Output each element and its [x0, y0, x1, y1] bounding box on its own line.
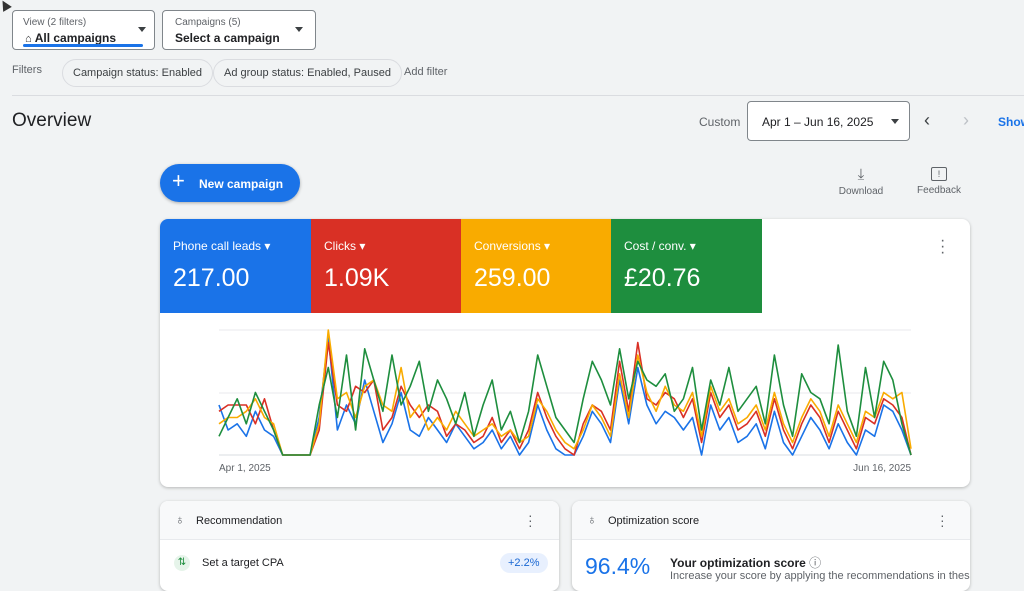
campaign-selector[interactable]: Campaigns (5) Select a campaign — [162, 10, 316, 50]
card-header — [160, 501, 559, 540]
dropdown-arrow — [891, 119, 899, 128]
series-line — [218, 341, 912, 456]
metric-name-text: Cost / conv. — [624, 239, 687, 253]
recommendation-title: Recommendation — [196, 515, 283, 527]
optimization-card: ♁ Optimization score · · · 96.4% Your opti… — [572, 501, 970, 591]
metric-name: Clicks ▾ — [324, 239, 366, 253]
series-line — [218, 329, 912, 456]
x-tick-label: Jun 16, 2025 — [853, 463, 911, 474]
campaigns-value: Select a campaign — [175, 31, 280, 45]
show-link[interactable]: Show — [998, 115, 1024, 129]
optimization-heading-text: Your optimization score — [670, 556, 806, 570]
campaigns-label: Campaigns (5) — [175, 17, 241, 28]
date-range[interactable]: Apr 1 – Jun 16, 2025 — [747, 101, 910, 141]
feedback-button[interactable]: ! Feedback — [914, 166, 964, 196]
custom-label: Custom — [699, 115, 741, 129]
metric-name-text: Clicks — [324, 239, 356, 253]
line-chart: Apr 1, 2025 Jun 16, 2025 — [218, 329, 912, 474]
new-campaign-button[interactable]: + New campaign — [160, 164, 300, 202]
filters-label: Filters — [12, 64, 42, 76]
optimization-score: 96.4% — [585, 553, 651, 579]
overview-title: Overview — [12, 110, 92, 131]
optimization-heading: Your optimization score ⓘ — [670, 556, 822, 570]
next-button[interactable]: › — [963, 110, 969, 130]
dropdown-arrow — [138, 27, 146, 36]
optimization-text: Increase your score by applying the reco… — [670, 570, 970, 582]
view-text: All campaigns — [34, 31, 117, 45]
view-label: View (2 filters) — [23, 17, 87, 28]
more-menu[interactable]: · · · — [940, 507, 945, 533]
more-menu[interactable]: · · · — [940, 232, 946, 261]
download-button[interactable]: ⤓ Download — [838, 166, 884, 197]
dropdown-arrow — [295, 27, 303, 36]
divider — [12, 95, 1024, 96]
metric-name: Phone call leads ▾ — [173, 239, 271, 253]
metric-name: Conversions ▾ — [474, 239, 551, 253]
card-header — [572, 501, 970, 540]
trend-icon: ⇅ — [174, 555, 190, 571]
metric-name-text: Conversions — [474, 239, 541, 253]
metric-tile[interactable]: Phone call leads ▾ 217.00 — [160, 219, 311, 313]
filter-chip[interactable]: Ad group status: Enabled, Paused — [213, 59, 402, 87]
bulb-icon: ♁ — [587, 512, 597, 527]
metric-name-text: Phone call leads — [173, 239, 262, 253]
recommendation-item[interactable]: Set a target CPA — [202, 557, 284, 569]
feedback-text: Feedback — [917, 185, 961, 196]
underline — [23, 44, 143, 47]
metric-value: 259.00 — [474, 264, 551, 292]
cursor — [0, 0, 12, 12]
view-selector[interactable]: View (2 filters) ⌂ All campaigns — [12, 10, 155, 50]
uplift-badge: +2.2% — [500, 553, 548, 573]
more-menu[interactable]: · · · — [528, 507, 533, 533]
filter-chip[interactable]: Campaign status: Enabled — [62, 59, 214, 87]
recommendation-card: ♁ Recommendation · · · ⇅ Set a target CPA … — [160, 501, 559, 591]
metric-value: 1.09K — [324, 264, 390, 292]
new-campaign-text: New campaign — [199, 177, 284, 191]
metric-name: Cost / conv. ▾ — [624, 239, 696, 253]
x-tick-label: Apr 1, 2025 — [219, 463, 271, 474]
metric-tile[interactable]: Conversions ▾ 259.00 — [461, 219, 612, 313]
download-text: Download — [838, 186, 884, 197]
view-value: ⌂ All campaigns — [25, 31, 117, 45]
metric-value: 217.00 — [173, 264, 250, 292]
metric-value: £20.76 — [624, 264, 701, 292]
download-icon: ⤓ — [857, 166, 865, 183]
metric-tile[interactable]: Clicks ▾ 1.09K — [311, 219, 462, 313]
add-filter[interactable]: Add filter — [404, 66, 448, 78]
date-range-text: Apr 1 – Jun 16, 2025 — [762, 115, 874, 129]
optimization-title: Optimization score — [608, 515, 700, 527]
prev-button[interactable]: ‹ — [924, 110, 930, 130]
metric-tile[interactable]: Cost / conv. ▾ £20.76 — [611, 219, 762, 313]
series-line — [218, 344, 912, 456]
bulb-icon: ♁ — [175, 512, 185, 527]
feedback-icon: ! — [931, 167, 947, 181]
plus-icon: + — [172, 168, 185, 193]
